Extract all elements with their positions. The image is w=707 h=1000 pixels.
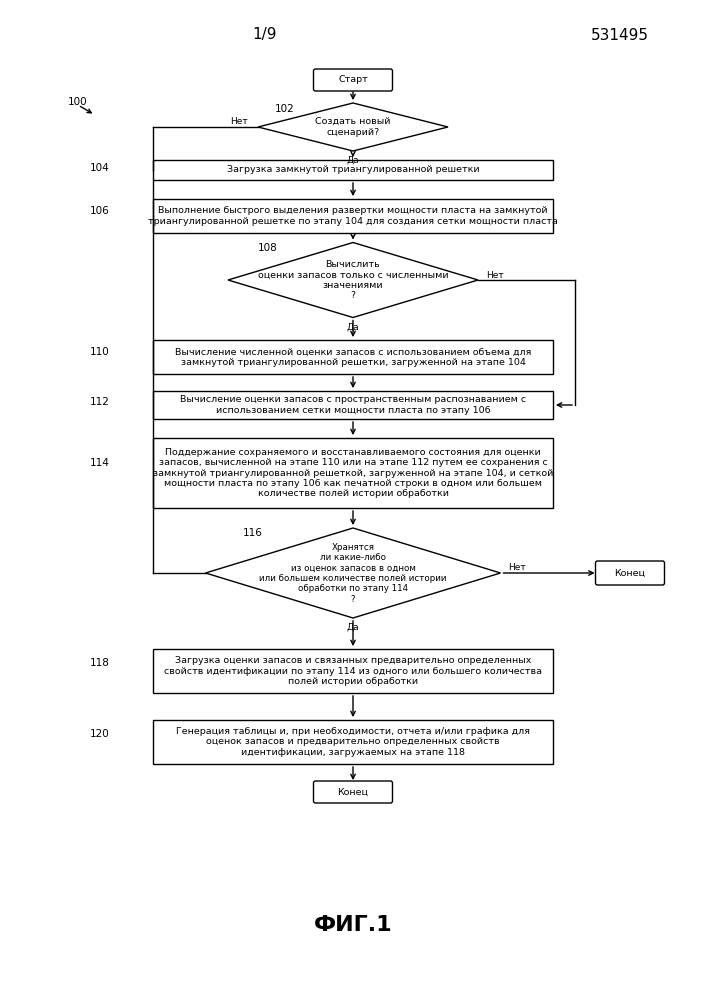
Text: 531495: 531495 [591, 27, 649, 42]
Text: Нет: Нет [508, 564, 526, 572]
Text: Загрузка замкнутой триангулированной решетки: Загрузка замкнутой триангулированной реш… [227, 165, 479, 174]
Text: 120: 120 [90, 729, 110, 739]
Text: Вычислить
оценки запасов только с численными
значениями
?: Вычислить оценки запасов только с числен… [257, 260, 448, 300]
Text: Старт: Старт [338, 76, 368, 85]
Text: 110: 110 [90, 347, 110, 357]
Text: Загрузка оценки запасов и связанных предварительно определенных
свойств идентифи: Загрузка оценки запасов и связанных пред… [164, 656, 542, 686]
Text: Нет: Нет [486, 270, 504, 279]
Bar [153, 160, 553, 180]
Text: Да: Да [346, 156, 359, 165]
FancyBboxPatch shape [313, 781, 392, 803]
Text: 104: 104 [90, 163, 110, 173]
Text: Нет: Нет [230, 117, 248, 126]
FancyBboxPatch shape [313, 69, 392, 91]
Text: 112: 112 [90, 397, 110, 407]
Text: Вычисление численной оценки запасов с использованием объема для
замкнутой трианг: Вычисление численной оценки запасов с ис… [175, 347, 531, 367]
Text: Да: Да [346, 623, 359, 632]
Polygon shape [228, 242, 478, 318]
Text: 100: 100 [68, 97, 88, 107]
Text: Создать новый
сценарий?: Создать новый сценарий? [315, 117, 391, 137]
Text: Выполнение быстрого выделения развертки мощности пласта на замкнутой
триангулиро: Выполнение быстрого выделения развертки … [148, 206, 558, 226]
Text: Генерация таблицы и, при необходимости, отчета и/или графика для
оценок запасов : Генерация таблицы и, при необходимости, … [176, 727, 530, 757]
Bar [153, 199, 553, 233]
Polygon shape [258, 103, 448, 151]
Bar [153, 649, 553, 693]
Text: 114: 114 [90, 458, 110, 468]
Bar [153, 391, 553, 419]
Bar [153, 438, 553, 508]
Text: Конец: Конец [337, 788, 368, 796]
FancyBboxPatch shape [595, 561, 665, 585]
Text: 102: 102 [275, 104, 295, 114]
Text: ФИГ.1: ФИГ.1 [314, 915, 392, 935]
Text: 1/9: 1/9 [252, 27, 277, 42]
Text: Конец: Конец [614, 568, 645, 578]
Text: 108: 108 [258, 243, 278, 253]
Bar [153, 340, 553, 374]
Text: Вычисление оценки запасов с пространственным распознаванием с
использованием сет: Вычисление оценки запасов с пространстве… [180, 395, 526, 415]
Text: Поддержание сохраняемого и восстанавливаемого состояния для оценки
запасов, вычи: Поддержание сохраняемого и восстанавлива… [153, 448, 553, 498]
Text: 116: 116 [243, 528, 263, 538]
Bar [153, 720, 553, 764]
Text: Да: Да [346, 322, 359, 332]
Text: 118: 118 [90, 658, 110, 668]
Polygon shape [206, 528, 501, 618]
Text: Хранятся
ли какие-либо
из оценок запасов в одном
или большем количестве полей ис: Хранятся ли какие-либо из оценок запасов… [259, 542, 447, 603]
Text: 106: 106 [90, 206, 110, 216]
